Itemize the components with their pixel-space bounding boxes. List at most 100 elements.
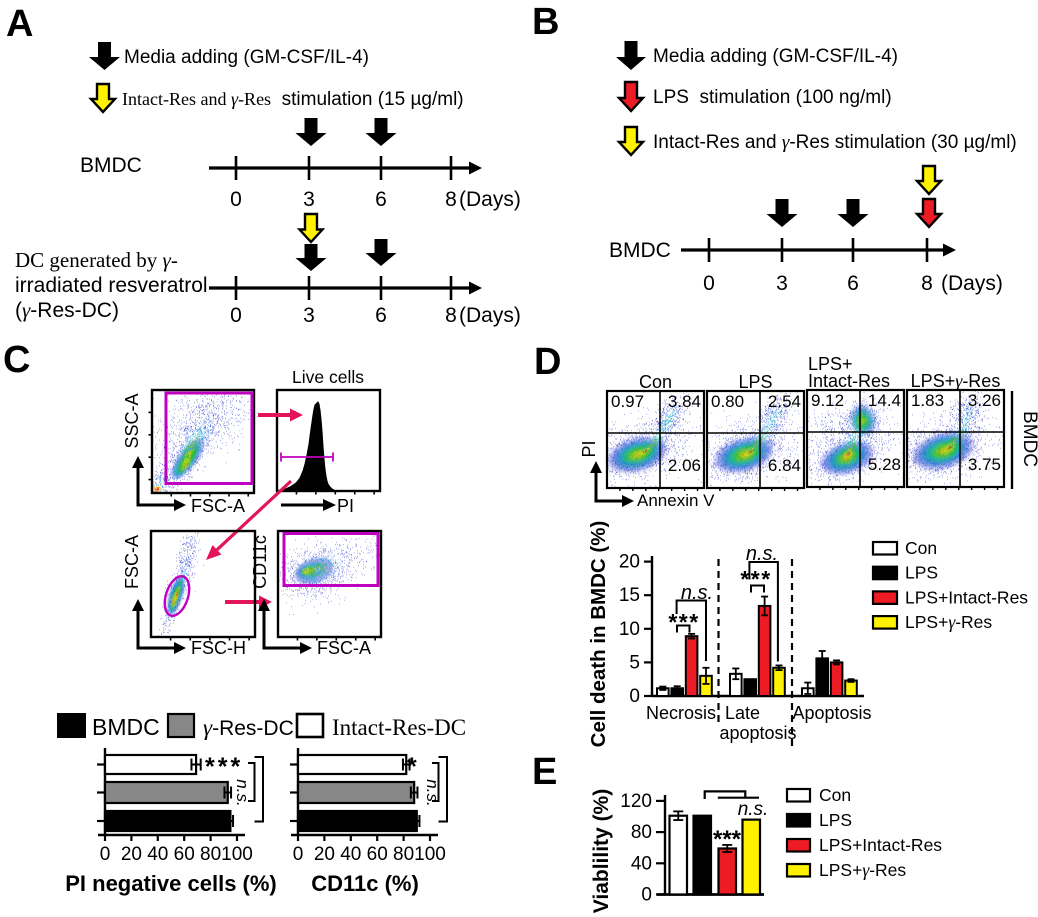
- svg-text:6: 6: [375, 304, 387, 327]
- svg-text:3.84: 3.84: [668, 392, 701, 411]
- svg-text:0: 0: [100, 844, 111, 865]
- svg-text:***: ***: [205, 753, 243, 781]
- svg-text:Cell death in BMDC (%): Cell death in BMDC (%): [587, 521, 610, 748]
- svg-text:0: 0: [293, 844, 304, 865]
- svg-text:LPS: LPS: [738, 372, 772, 392]
- svg-text:(Days): (Days): [459, 304, 521, 327]
- svg-text:Viablility (%): Viablility (%): [590, 789, 613, 913]
- svg-text:0.97: 0.97: [611, 392, 644, 411]
- svg-text:Live cells: Live cells: [292, 367, 364, 387]
- svg-text:Annexin V: Annexin V: [637, 491, 715, 510]
- svg-text:120: 120: [620, 791, 652, 812]
- svg-text:Apoptosis: Apoptosis: [792, 703, 871, 723]
- svg-text:0: 0: [703, 272, 715, 295]
- svg-text:Media adding (GM-CSF/IL-4): Media adding (GM-CSF/IL-4): [653, 46, 898, 67]
- svg-text:100: 100: [221, 844, 253, 865]
- svg-text:5: 5: [629, 652, 640, 673]
- svg-text:80: 80: [631, 822, 652, 843]
- svg-text:2.06: 2.06: [668, 456, 701, 475]
- svg-text:E: E: [532, 751, 557, 793]
- svg-text:Con: Con: [639, 372, 672, 392]
- svg-text:20: 20: [619, 552, 640, 573]
- svg-text:1.83: 1.83: [911, 391, 944, 410]
- svg-text:***: ***: [668, 609, 699, 635]
- svg-text:15: 15: [619, 585, 640, 606]
- svg-text:3: 3: [776, 272, 788, 295]
- svg-text:*: *: [407, 753, 417, 781]
- svg-text:LPS+γ-Res: LPS+γ-Res: [911, 371, 1001, 391]
- svg-text:3: 3: [303, 188, 315, 211]
- svg-text:n.s.: n.s.: [423, 779, 442, 806]
- svg-text:60: 60: [174, 844, 195, 865]
- svg-text:9.12: 9.12: [811, 391, 844, 410]
- svg-text:0.80: 0.80: [711, 392, 744, 411]
- svg-text:n.s.: n.s.: [738, 799, 769, 820]
- svg-text:3.75: 3.75: [968, 455, 1001, 474]
- svg-text:10: 10: [619, 619, 640, 640]
- svg-text:LPS+Intact-Res: LPS+Intact-Res: [905, 587, 1028, 607]
- svg-text:Con: Con: [819, 785, 851, 805]
- svg-text:BMDC: BMDC: [92, 714, 160, 740]
- svg-text:Intact-Res: Intact-Res: [808, 371, 890, 391]
- svg-text:PI negative cells (%): PI negative cells (%): [65, 871, 277, 896]
- svg-text:***: ***: [740, 566, 771, 592]
- svg-text:6.84: 6.84: [768, 456, 801, 475]
- svg-text:0: 0: [230, 188, 242, 211]
- svg-text:(Days): (Days): [941, 272, 1003, 295]
- svg-text:Con: Con: [905, 538, 937, 558]
- svg-text:(Days): (Days): [459, 188, 521, 211]
- svg-text:Intact-Res and γ-Res stimulat: Intact-Res and γ-Res stimulation (15 µg/…: [122, 89, 464, 110]
- svg-text:n.s.: n.s.: [681, 582, 713, 604]
- svg-text:20: 20: [121, 844, 142, 865]
- svg-text:Intact-Res-DC: Intact-Res-DC: [332, 715, 466, 740]
- svg-text:***: ***: [713, 826, 742, 853]
- svg-text:8: 8: [921, 272, 933, 295]
- svg-text:40: 40: [631, 853, 652, 874]
- svg-text:FSC-H: FSC-H: [191, 638, 246, 658]
- svg-text:6: 6: [375, 188, 387, 211]
- svg-text:A: A: [6, 3, 33, 45]
- svg-text:LPS+: LPS+: [808, 354, 853, 374]
- svg-text:6: 6: [847, 272, 859, 295]
- svg-text:FSC-A: FSC-A: [122, 535, 142, 589]
- svg-text:n.s.: n.s.: [233, 779, 252, 806]
- svg-text:BMDC: BMDC: [1019, 411, 1038, 467]
- svg-text:(γ-Res-DC): (γ-Res-DC): [15, 298, 119, 322]
- svg-text:LPS: LPS: [819, 810, 852, 830]
- svg-text:60: 60: [367, 844, 388, 865]
- svg-text:0: 0: [629, 686, 640, 707]
- svg-text:LPS: LPS: [905, 563, 938, 583]
- svg-text:n.s.: n.s.: [746, 543, 778, 565]
- svg-text:FSC-A: FSC-A: [317, 638, 371, 658]
- svg-text:LPS stimulation (100 ng/ml): LPS stimulation (100 ng/ml): [653, 87, 892, 108]
- svg-text:Media adding (GM-CSF/IL-4): Media adding (GM-CSF/IL-4): [124, 47, 369, 68]
- svg-text:PI: PI: [579, 440, 599, 457]
- svg-text:BMDC: BMDC: [80, 154, 142, 177]
- svg-text:100: 100: [414, 844, 446, 865]
- svg-text:LPS+γ-Res: LPS+γ-Res: [905, 612, 992, 632]
- svg-text:20: 20: [314, 844, 335, 865]
- svg-text:Necrosis: Necrosis: [646, 703, 716, 723]
- svg-text:3: 3: [303, 304, 315, 327]
- svg-text:SSC-A: SSC-A: [122, 393, 142, 448]
- svg-text:γ-Res-DC: γ-Res-DC: [203, 715, 294, 740]
- svg-text:2.54: 2.54: [768, 392, 801, 411]
- svg-text:LPS+Intact-Res: LPS+Intact-Res: [819, 835, 942, 855]
- svg-text:D: D: [534, 341, 561, 383]
- svg-text:0: 0: [641, 885, 652, 906]
- svg-text:5.28: 5.28: [868, 455, 901, 474]
- svg-text:DC generated by γ-: DC generated by γ-: [15, 248, 178, 272]
- svg-text:FSC-A: FSC-A: [191, 496, 245, 516]
- svg-text:80: 80: [393, 844, 414, 865]
- svg-text:3.26: 3.26: [968, 391, 1001, 410]
- svg-text:LPS+γ-Res: LPS+γ-Res: [819, 860, 906, 880]
- svg-text:irradiated resveratrol: irradiated resveratrol: [15, 274, 208, 297]
- svg-text:CD11c (%): CD11c (%): [311, 871, 419, 896]
- svg-text:B: B: [532, 1, 559, 43]
- svg-text:Intact-Res and γ-Res stimulati: Intact-Res and γ-Res stimulation (30 µg/…: [653, 132, 1017, 153]
- svg-text:Late: Late: [725, 703, 760, 723]
- svg-text:40: 40: [340, 844, 361, 865]
- svg-text:40: 40: [147, 844, 168, 865]
- svg-text:80: 80: [200, 844, 221, 865]
- svg-text:BMDC: BMDC: [609, 239, 671, 262]
